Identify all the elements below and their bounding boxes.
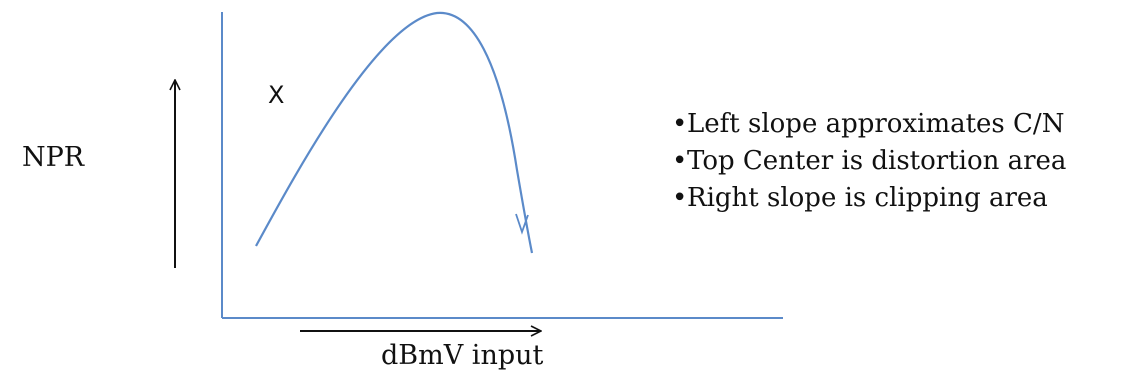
notes-list: Left slope approximates C/N Top Center i… bbox=[672, 106, 1066, 217]
note-left-slope: Left slope approximates C/N bbox=[672, 106, 1066, 143]
note-top-center: Top Center is distortion area bbox=[672, 143, 1066, 180]
y-axis-label: NPR bbox=[22, 142, 85, 173]
point-marker: X bbox=[268, 81, 285, 109]
x-axis-label: dBmV input bbox=[381, 340, 544, 371]
curve-arrowhead bbox=[515, 213, 529, 235]
note-right-slope: Right slope is clipping area bbox=[672, 180, 1066, 217]
npr-curve bbox=[255, 11, 534, 254]
